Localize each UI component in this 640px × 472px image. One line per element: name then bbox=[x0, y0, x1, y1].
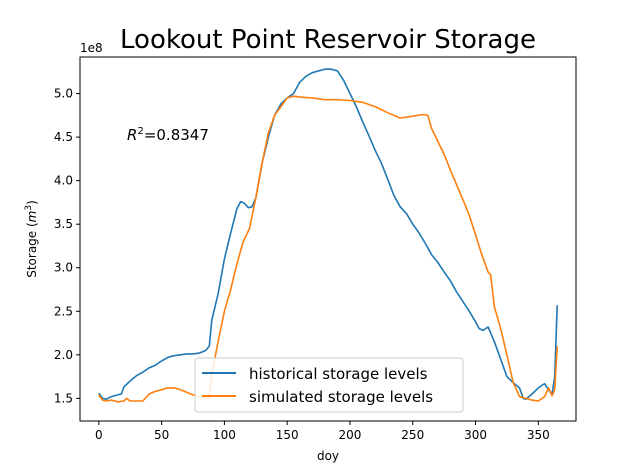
legend-box bbox=[194, 357, 464, 413]
chart-title: Lookout Point Reservoir Storage bbox=[120, 25, 536, 55]
legend: historical storage levels simulated stor… bbox=[194, 357, 464, 413]
y-tick-label: 3.0 bbox=[54, 261, 73, 275]
y-axis-label-main: Storage ( bbox=[25, 222, 39, 277]
r-squared-annotation: R2=0.8347 bbox=[127, 126, 209, 144]
y-tick-label: 3.5 bbox=[54, 217, 73, 231]
plot-area: 0 50 100 150 200 250 300 350 1.5 2.0 2.5 3.0 3.5 4.0… bbox=[54, 56, 577, 442]
x-tick-label: 50 bbox=[154, 428, 169, 442]
x-tick-label: 150 bbox=[276, 428, 299, 442]
y-axis-label-exp: 3 bbox=[24, 205, 34, 211]
y-axis-ticks: 1.5 2.0 2.5 3.0 3.5 4.0 4.5 5.0 bbox=[54, 87, 80, 405]
x-tick-label: 0 bbox=[95, 428, 103, 442]
r-squared-exp: 2 bbox=[137, 126, 143, 137]
y-tick-label: 5.0 bbox=[54, 87, 73, 101]
series-line-historical bbox=[98, 68, 558, 400]
y-axis-label-unit: m bbox=[25, 211, 39, 223]
r-squared-value: =0.8347 bbox=[144, 126, 209, 144]
x-tick-label: 300 bbox=[464, 428, 487, 442]
y-offset-text: 1e8 bbox=[80, 41, 103, 55]
x-tick-label: 100 bbox=[213, 428, 236, 442]
plot-frame bbox=[79, 56, 577, 422]
series-lines bbox=[98, 68, 558, 403]
y-tick-label: 4.5 bbox=[54, 130, 73, 144]
series-line-simulated bbox=[98, 95, 558, 403]
y-axis-label-close: ) bbox=[25, 200, 39, 205]
r-squared-symbol: R bbox=[127, 126, 137, 144]
legend-label-simulated: simulated storage levels bbox=[249, 388, 433, 406]
y-axis-label: Storage (m3) bbox=[24, 200, 39, 278]
svg-text:Storage (m3): Storage (m3) bbox=[24, 200, 39, 278]
y-tick-label: 1.5 bbox=[54, 391, 73, 405]
x-tick-label: 350 bbox=[527, 428, 550, 442]
y-tick-label: 2.5 bbox=[54, 304, 73, 318]
y-tick-label: 2.0 bbox=[54, 348, 73, 362]
x-tick-label: 250 bbox=[401, 428, 424, 442]
x-tick-label: 200 bbox=[339, 428, 362, 442]
x-axis-ticks: 0 50 100 150 200 250 300 350 bbox=[95, 421, 550, 442]
x-axis-label: doy bbox=[317, 449, 339, 463]
y-tick-label: 4.0 bbox=[54, 174, 73, 188]
legend-label-historical: historical storage levels bbox=[249, 365, 428, 383]
